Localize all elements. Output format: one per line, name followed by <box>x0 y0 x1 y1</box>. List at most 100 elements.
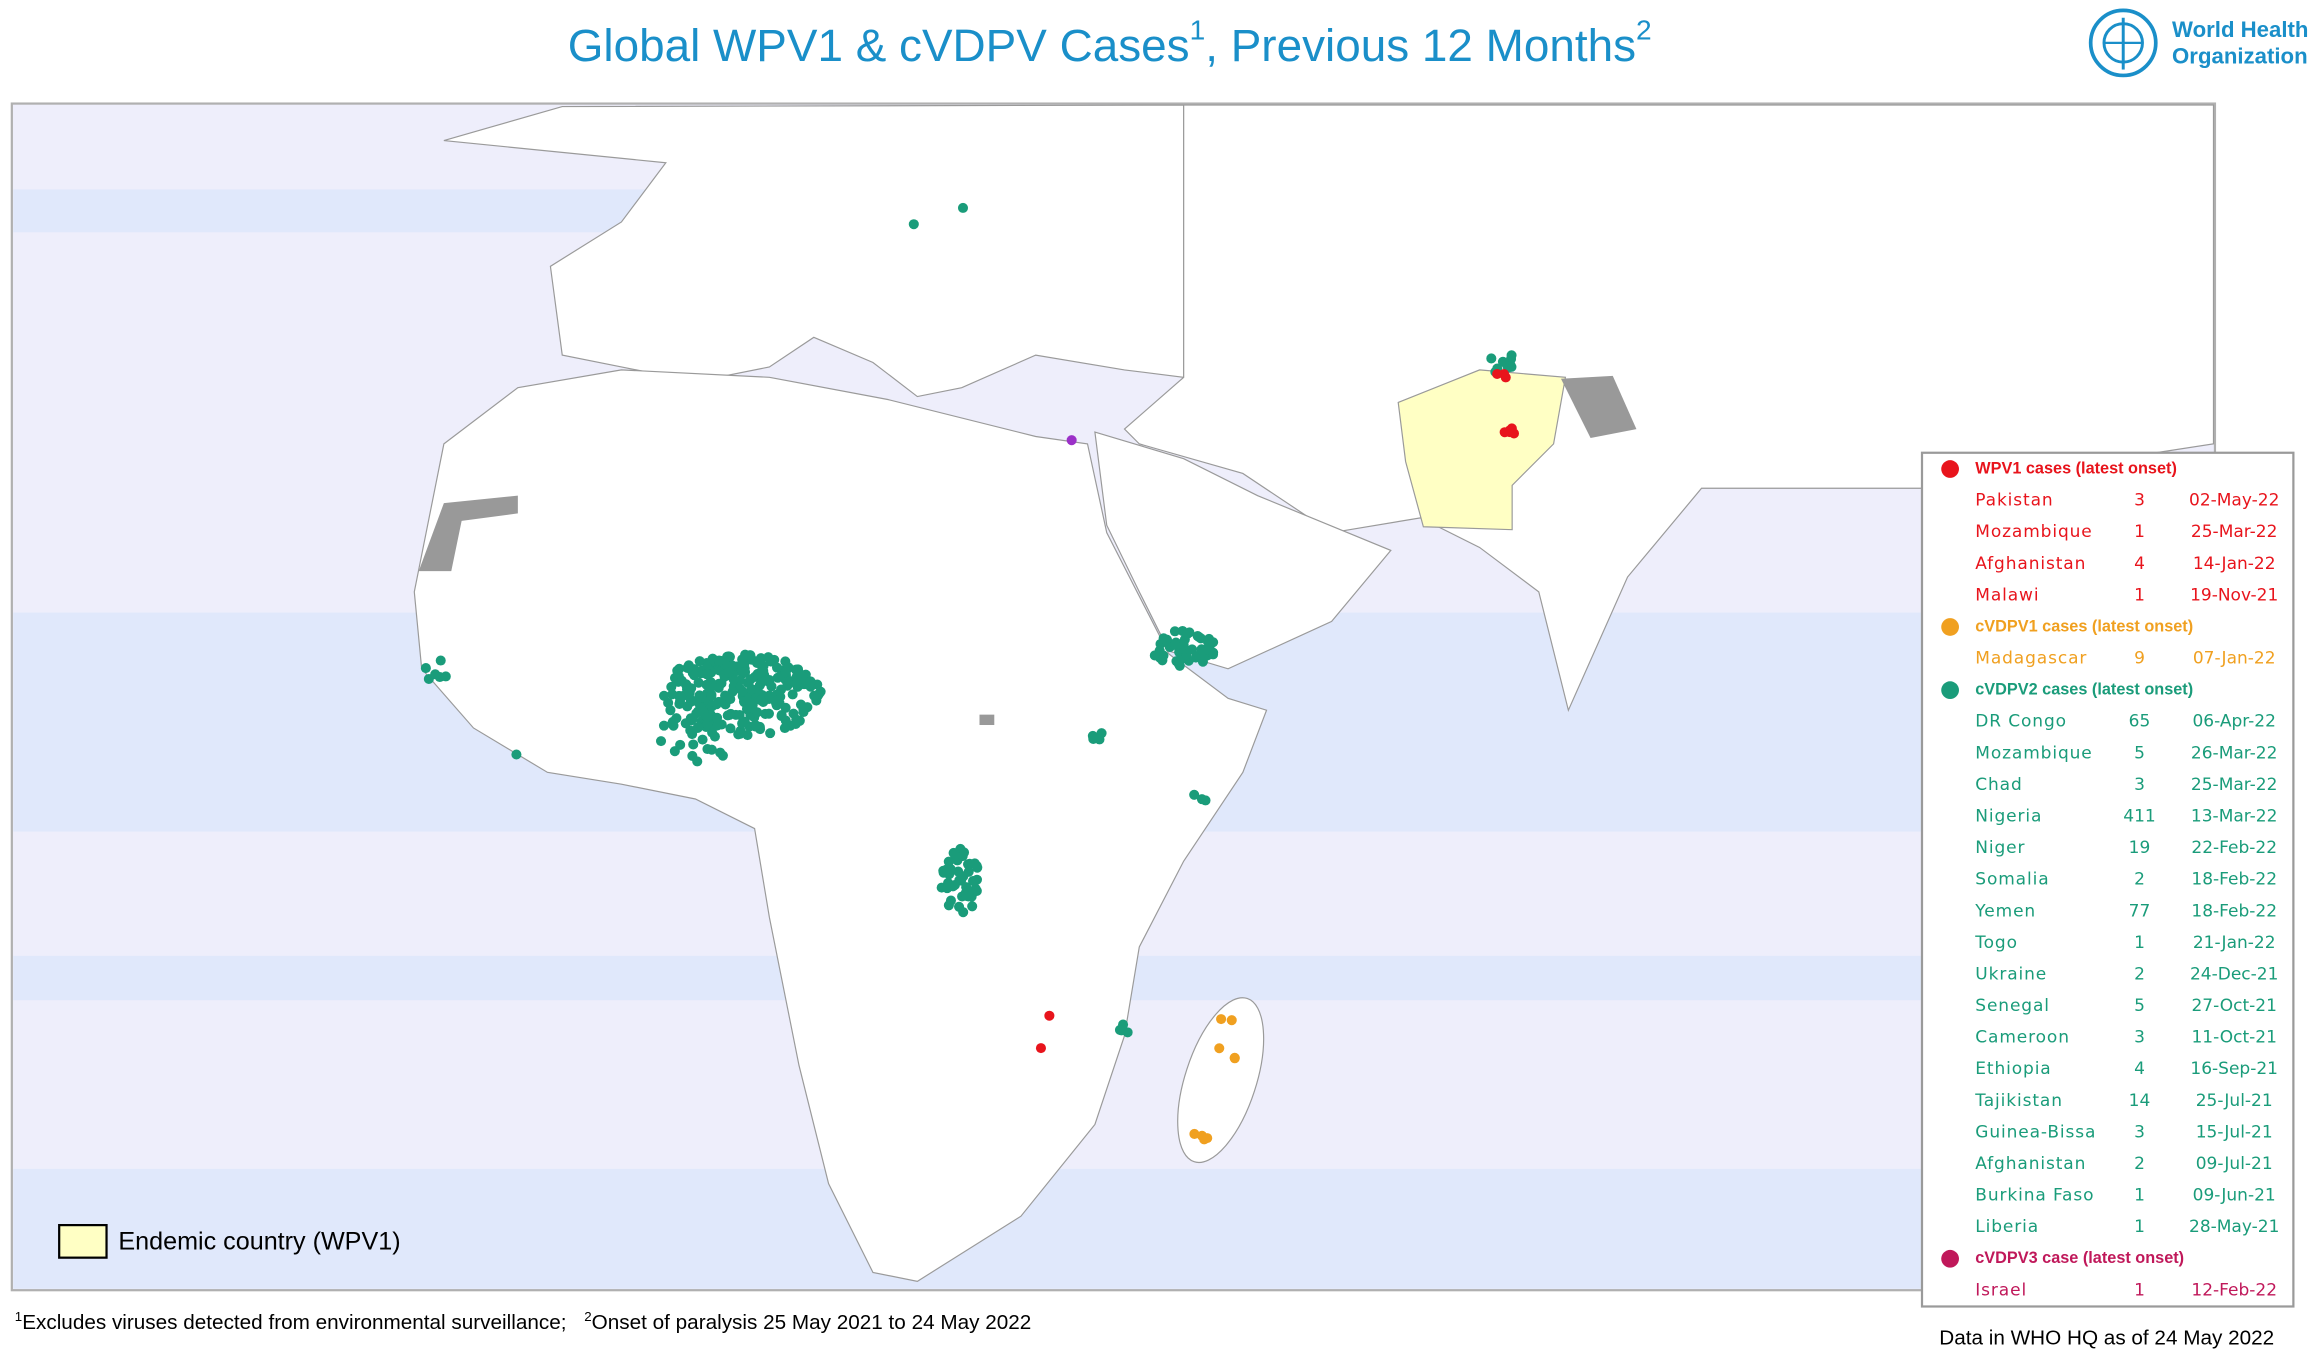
case-dot <box>676 675 687 686</box>
onset-date: 16-Sep-21 <box>2190 1059 2278 1079</box>
case-dot <box>712 712 723 723</box>
onset-date: 21-Jan-22 <box>2193 933 2276 953</box>
case-dot <box>765 656 776 667</box>
title-text: Global WPV1 & cVDPV Cases <box>568 19 1190 71</box>
case-dot <box>1158 633 1169 644</box>
madagascar <box>1177 997 1265 1164</box>
country: Ethiopia <box>1975 1059 2051 1079</box>
case-dot <box>1216 1014 1227 1025</box>
case-dot <box>739 667 751 678</box>
who-logo: World Health Organization <box>2088 8 2308 78</box>
case-dot <box>908 219 919 230</box>
onset-date: 18-Feb-22 <box>2191 870 2277 890</box>
onset-date: 27-Oct-21 <box>2191 996 2276 1016</box>
onset-date: 09-Jun-21 <box>2193 1186 2276 1206</box>
case-dot <box>1169 626 1180 637</box>
case-dot <box>655 736 667 747</box>
case-dot <box>1157 655 1168 666</box>
case-dot <box>420 663 431 674</box>
case-dot <box>688 739 699 750</box>
case-count: 4 <box>2134 554 2145 574</box>
country: Guinea-Bissa <box>1975 1122 2096 1142</box>
title: Global WPV1 & cVDPV Cases1, Previous 12 … <box>568 15 1652 71</box>
case-dot <box>1208 637 1219 648</box>
case-dot <box>666 681 677 692</box>
case-dot <box>794 668 805 679</box>
case-count: 2 <box>2134 1154 2145 1174</box>
case-count: 9 <box>2134 649 2145 669</box>
case-dot <box>705 683 716 694</box>
case-dot <box>717 750 728 761</box>
case-dots <box>420 202 1520 1145</box>
country: Yemen <box>1974 901 2036 921</box>
case-count: 2 <box>2134 870 2145 890</box>
country: Togo <box>1974 933 2018 953</box>
country: Mozambique <box>1975 522 2092 542</box>
logo-text: Organization <box>2172 44 2308 69</box>
country: Liberia <box>1975 1217 2039 1237</box>
case-dot <box>765 728 776 739</box>
case-dot <box>689 670 700 681</box>
country: Somalia <box>1975 870 2049 890</box>
case-dot <box>1492 368 1503 380</box>
case-dot <box>1200 644 1212 655</box>
country: Niger <box>1975 838 2025 858</box>
map <box>10 102 2217 1292</box>
onset-date: 25-Mar-22 <box>2191 775 2278 795</box>
case-dot <box>1192 631 1203 642</box>
case-dot <box>692 756 703 767</box>
case-dot <box>963 866 974 877</box>
onset-date: 06-Apr-22 <box>2192 712 2275 732</box>
country: Malawi <box>1975 585 2039 605</box>
case-count: 3 <box>2134 1028 2145 1048</box>
footnote-text: Onset of paralysis 25 May 2021 to 24 May… <box>592 1312 1032 1335</box>
onset-date: 07-Jan-22 <box>2193 649 2276 669</box>
case-dot <box>737 686 748 697</box>
case-dot <box>750 720 761 731</box>
case-dot <box>511 749 522 760</box>
case-dot <box>1096 728 1107 739</box>
onset-date: 25-Jul-21 <box>2196 1091 2273 1111</box>
country: Ukraine <box>1975 964 2047 984</box>
case-count: 5 <box>2134 996 2145 1016</box>
case-dot <box>809 690 820 701</box>
case-dot <box>733 729 744 740</box>
case-dot <box>693 722 704 733</box>
disputed-area <box>1560 375 1637 438</box>
case-dot <box>957 202 969 213</box>
case-dot <box>734 709 745 721</box>
case-dot <box>771 662 783 673</box>
onset-date: 18-Feb-22 <box>2191 901 2277 921</box>
disputed-area <box>979 714 995 726</box>
case-dot <box>711 699 722 710</box>
country: Afghanistan <box>1975 554 2086 574</box>
case-dot <box>964 858 975 869</box>
case-count: 4 <box>2134 1059 2145 1079</box>
title-sup: 2 <box>1636 15 1652 46</box>
case-dot <box>1486 353 1497 364</box>
onset-date: 02-May-22 <box>2189 491 2279 511</box>
case-dot <box>1182 629 1193 640</box>
case-dot <box>1149 650 1160 661</box>
case-dot <box>745 698 756 709</box>
footnote-text: Excludes viruses detected from environme… <box>22 1312 566 1335</box>
case-dot <box>755 695 766 706</box>
onset-date: 28-May-21 <box>2189 1217 2279 1237</box>
case-dot <box>780 666 791 677</box>
case-table-rows: WPV1 cases (latest onset) Pakistan 3 02-May… <box>1941 459 2279 1300</box>
case-dot <box>658 720 670 731</box>
case-dot <box>757 664 768 675</box>
group-marker <box>1941 460 1959 478</box>
onset-date: 14-Jan-22 <box>2193 554 2276 574</box>
endemic-label: Endemic country (WPV1) <box>118 1228 400 1256</box>
case-dot <box>687 729 698 740</box>
country: Chad <box>1975 775 2022 795</box>
country: Madagascar <box>1975 649 2087 669</box>
case-count: 3 <box>2134 491 2145 511</box>
group-title: WPV1 cases (latest onset) <box>1975 459 2177 477</box>
case-count: 411 <box>2123 807 2155 827</box>
case-dot <box>1214 1043 1225 1054</box>
case-dot <box>780 715 791 726</box>
case-dot <box>722 710 733 721</box>
